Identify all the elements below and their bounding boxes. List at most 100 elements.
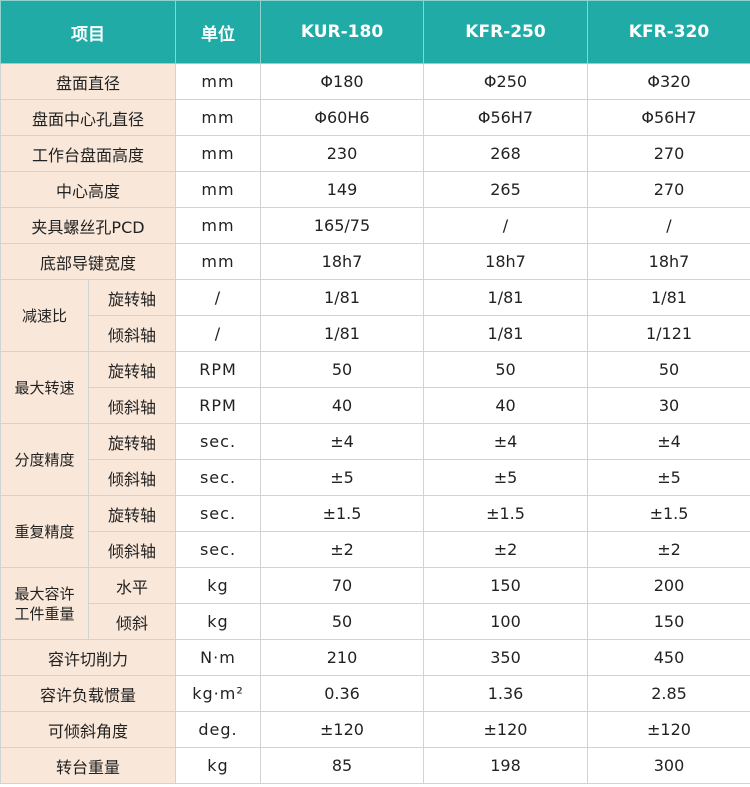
row-unit: kg (175, 603, 261, 640)
table-row: 夹具螺丝孔PCD mm 165/75 / / (0, 207, 750, 244)
group-label: 减速比 (0, 279, 89, 352)
row-unit: mm (175, 171, 261, 208)
row-value: 198 (423, 747, 588, 784)
row-unit: deg. (175, 711, 261, 748)
sub-label: 旋转轴 (88, 279, 176, 316)
row-value: 50 (260, 351, 424, 388)
row-value: 1/121 (587, 315, 750, 352)
row-value: ±1.5 (587, 495, 750, 532)
row-value: 1/81 (423, 315, 588, 352)
sub-label: 倾斜 (88, 603, 176, 640)
table-row: 中心高度 mm 149 265 270 (0, 171, 750, 208)
row-value: ±2 (260, 531, 424, 568)
row-value: Φ60H6 (260, 99, 424, 136)
row-value: 150 (423, 567, 588, 604)
table-row: 容许负载惯量 kg·m² 0.36 1.36 2.85 (0, 675, 750, 712)
sub-label: 旋转轴 (88, 351, 176, 388)
header-row: 项目 单位 KUR-180 KFR-250 KFR-320 (0, 0, 750, 64)
row-label: 夹具螺丝孔PCD (0, 207, 176, 244)
row-label: 容许切削力 (0, 639, 176, 676)
header-unit: 单位 (175, 0, 261, 64)
table-row: 重复精度 旋转轴 sec. ±1.5 ±1.5 ±1.5 (0, 495, 750, 568)
sub-label: 水平 (88, 567, 176, 604)
row-value: ±1.5 (423, 495, 588, 532)
row-label: 容许负载惯量 (0, 675, 176, 712)
row-value: 265 (423, 171, 588, 208)
row-value: 50 (260, 603, 424, 640)
row-unit: N·m (175, 639, 261, 676)
row-value: / (587, 207, 750, 244)
row-value: 30 (587, 387, 750, 424)
row-unit: mm (175, 207, 261, 244)
row-value: ±4 (423, 423, 588, 460)
sub-label: 旋转轴 (88, 495, 176, 532)
row-unit: mm (175, 135, 261, 172)
row-value: 350 (423, 639, 588, 676)
table-row: 倾斜轴 / 1/81 1/81 1/121 (1, 315, 750, 352)
row-unit: sec. (175, 459, 261, 496)
table-row: 最大转速 旋转轴 RPM 50 50 50 (0, 351, 750, 424)
group-label: 最大容许 工件重量 (0, 567, 89, 640)
table-row: 最大容许 工件重量 水平 kg 70 150 200 (0, 567, 750, 640)
row-value: ±2 (587, 531, 750, 568)
row-value: Φ320 (587, 63, 750, 100)
row-value: 1/81 (260, 315, 424, 352)
row-unit: / (175, 315, 261, 352)
row-value: ±1.5 (260, 495, 424, 532)
row-value: 2.85 (587, 675, 750, 712)
table-row: 减速比 旋转轴 / 1/81 1/81 1/81 (0, 279, 750, 352)
row-value: 210 (260, 639, 424, 676)
table-row: 可倾斜角度 deg. ±120 ±120 ±120 (0, 711, 750, 748)
sub-label: 倾斜轴 (88, 531, 176, 568)
row-label: 工作台盘面高度 (0, 135, 176, 172)
row-label: 盘面直径 (0, 63, 176, 100)
sub-label: 旋转轴 (88, 423, 176, 460)
row-value: 149 (260, 171, 424, 208)
row-value: 268 (423, 135, 588, 172)
row-value: 1/81 (587, 279, 750, 316)
row-value: 1/81 (260, 279, 424, 316)
table-row: 倾斜轴 RPM 40 40 30 (1, 387, 750, 424)
row-value: ±5 (423, 459, 588, 496)
row-value: 165/75 (260, 207, 424, 244)
row-value: 70 (260, 567, 424, 604)
row-value: 18h7 (260, 243, 424, 280)
row-unit: RPM (175, 387, 261, 424)
row-value: ±2 (423, 531, 588, 568)
row-label: 转台重量 (0, 747, 176, 784)
row-unit: kg·m² (175, 675, 261, 712)
row-value: 150 (587, 603, 750, 640)
header-item: 项目 (0, 0, 176, 64)
table-row: 倾斜轴 sec. ±5 ±5 ±5 (1, 459, 750, 496)
row-value: ±4 (587, 423, 750, 460)
row-unit: sec. (175, 495, 261, 532)
header-model-kur180: KUR-180 (260, 0, 424, 64)
group-label-line: 最大容许 (14, 584, 75, 603)
row-value: 450 (587, 639, 750, 676)
row-value: ±5 (260, 459, 424, 496)
row-label: 可倾斜角度 (0, 711, 176, 748)
row-value: 1.36 (423, 675, 588, 712)
row-value: 230 (260, 135, 424, 172)
header-model-kfr250: KFR-250 (423, 0, 588, 64)
table-row: 容许切削力 N·m 210 350 450 (0, 639, 750, 676)
row-value: ±120 (260, 711, 424, 748)
table-row: 盘面直径 mm Φ180 Φ250 Φ320 (0, 63, 750, 100)
row-label: 中心高度 (0, 171, 176, 208)
row-value: Φ250 (423, 63, 588, 100)
row-label: 底部导键宽度 (0, 243, 176, 280)
table-row: 底部导键宽度 mm 18h7 18h7 18h7 (0, 243, 750, 280)
row-value: 100 (423, 603, 588, 640)
group-label-line: 工件重量 (14, 604, 75, 623)
row-value: ±4 (260, 423, 424, 460)
sub-label: 倾斜轴 (88, 459, 176, 496)
row-unit: RPM (175, 351, 261, 388)
row-value: ±120 (423, 711, 588, 748)
row-value: 50 (587, 351, 750, 388)
row-value: 40 (423, 387, 588, 424)
row-value: 0.36 (260, 675, 424, 712)
sub-label: 倾斜轴 (88, 387, 176, 424)
header-model-kfr320: KFR-320 (587, 0, 750, 64)
row-unit: kg (175, 747, 261, 784)
